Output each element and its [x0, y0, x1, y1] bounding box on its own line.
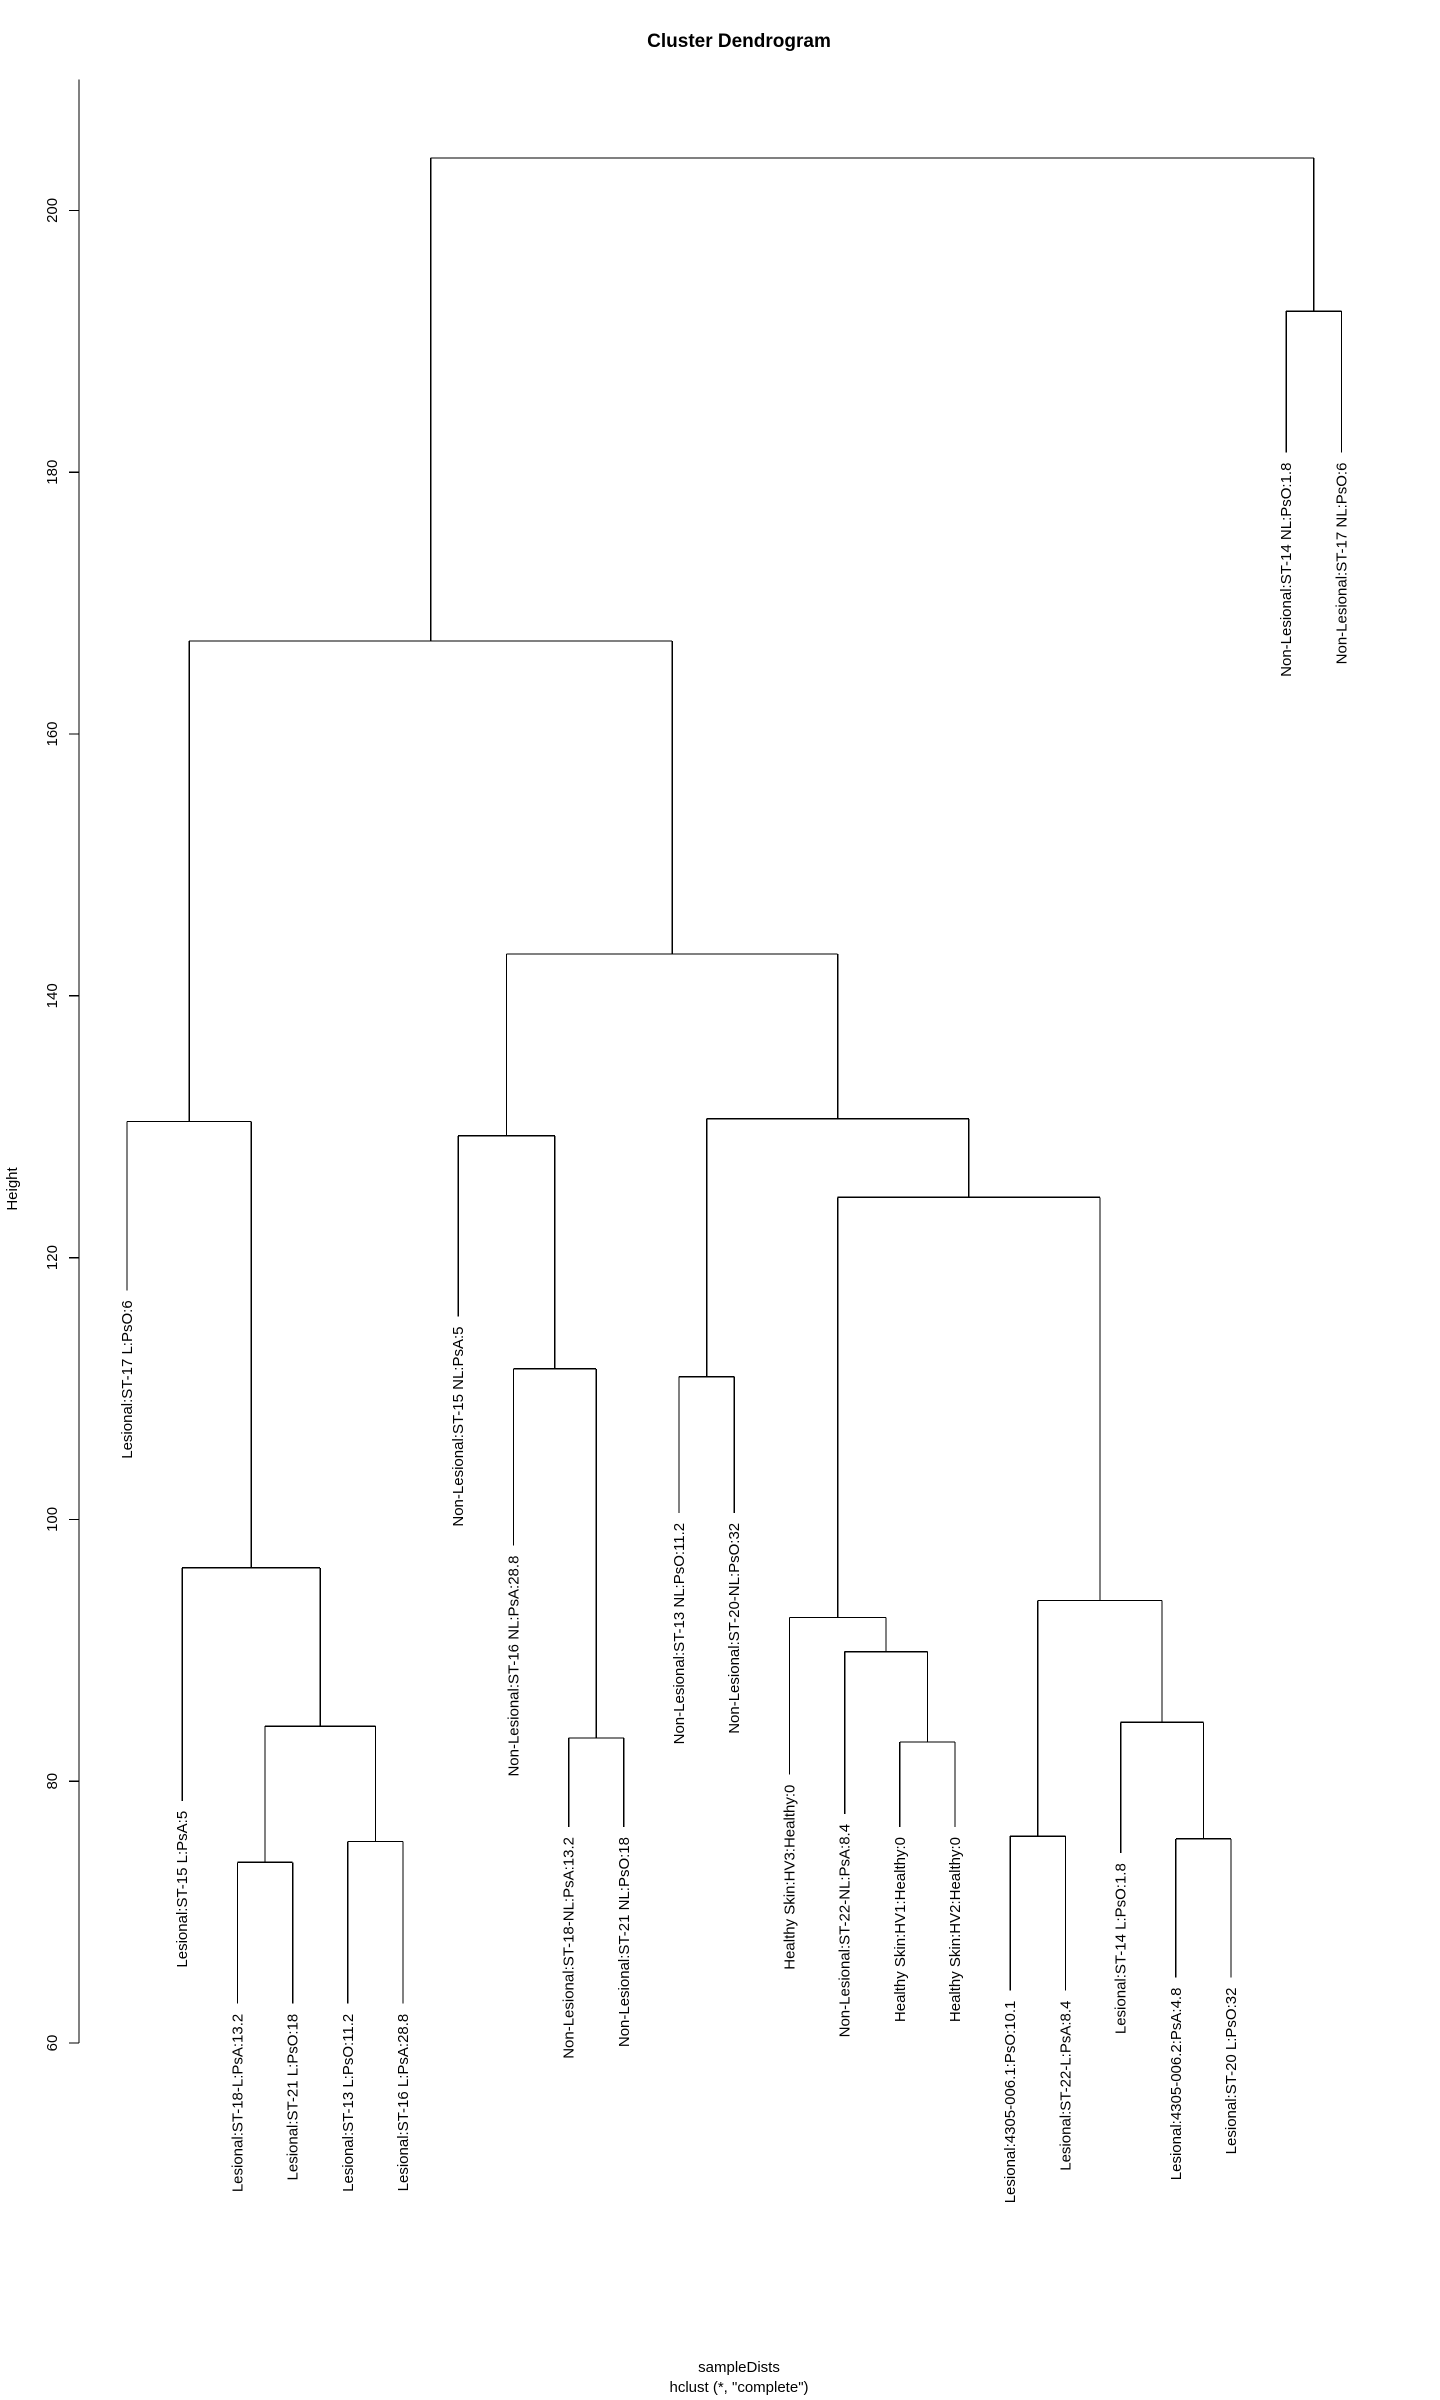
method-sublabel: hclust (*, "complete"): [669, 2379, 808, 2396]
leaf-label: Lesional:ST-22-L:PsA:8.4: [1057, 2001, 1074, 2171]
leaf-label: Non-Lesional:ST-22-NL:PsA:8.4: [837, 1824, 854, 2037]
leaf-label: Non-Lesional:ST-14 NL:PsO:1.8: [1278, 463, 1295, 677]
leaf-label: Lesional:ST-15 L:PsA:5: [174, 1811, 191, 1968]
leaf-label: Lesional:4305-006.2:PsA:4.8: [1168, 1988, 1185, 2181]
leaf-label: Healthy Skin:HV3:Healthy:0: [781, 1785, 798, 1970]
leaf-label: Lesional:ST-17 L:PsO:6: [119, 1300, 136, 1458]
leaf-label: Non-Lesional:ST-15 NL:PsA:5: [450, 1327, 467, 1527]
chart-title: Cluster Dendrogram: [647, 31, 831, 52]
leaf-label: Non-Lesional:ST-16 NL:PsA:28.8: [505, 1556, 522, 1777]
leaf-label: Healthy Skin:HV1:Healthy:0: [892, 1837, 909, 2022]
leaf-label: Non-Lesional:ST-13 NL:PsO:11.2: [671, 1523, 688, 1745]
leaf-label: Lesional:ST-21 L:PsO:18: [285, 2014, 302, 2181]
leaf-label: Lesional:ST-18-L:PsA:13.2: [229, 2014, 246, 2192]
leaf-label: Non-Lesional:ST-18-NL:PsA:13.2: [561, 1837, 578, 2059]
leaf-label: Healthy Skin:HV2:Healthy:0: [947, 1837, 964, 2022]
y-tick-label: 200: [44, 198, 61, 223]
y-tick-label: 120: [44, 1245, 61, 1270]
y-tick-label: 180: [44, 460, 61, 485]
leaf-label: Non-Lesional:ST-20-NL:PsO:32: [726, 1523, 743, 1734]
leaf-label: Lesional:ST-13 L:PsO:11.2: [340, 2014, 357, 2192]
y-tick-label: 100: [44, 1507, 61, 1532]
leaf-label: Lesional:ST-16 L:PsA:28.8: [395, 2014, 412, 2192]
y-axis-label: Height: [4, 1166, 21, 1210]
y-tick-label: 140: [44, 983, 61, 1008]
leaf-label: Lesional:ST-20 L:PsO:32: [1223, 1988, 1240, 2155]
x-axis-label: sampleDists: [698, 2359, 780, 2376]
leaf-label: Lesional:4305-006.1:PsO:10.1: [1002, 2001, 1019, 2204]
y-tick-label: 60: [44, 2035, 61, 2052]
leaf-label: Lesional:ST-14 L:PsO:1.8: [1113, 1863, 1130, 2034]
dendrogram-tree: [126, 157, 1343, 2004]
leaf-labels: Lesional:ST-17 L:PsO:6 Lesional:ST-15 L:P…: [119, 463, 1350, 2204]
leaf-label: Non-Lesional:ST-17 NL:PsO:6: [1333, 463, 1350, 665]
leaf-label: Non-Lesional:ST-21 NL:PsO:18: [616, 1837, 633, 2047]
y-tick-label: 80: [44, 1773, 61, 1790]
y-tick-label: 160: [44, 721, 61, 746]
y-axis: 60 80 100 120 140 160 180 200: [44, 79, 80, 2052]
